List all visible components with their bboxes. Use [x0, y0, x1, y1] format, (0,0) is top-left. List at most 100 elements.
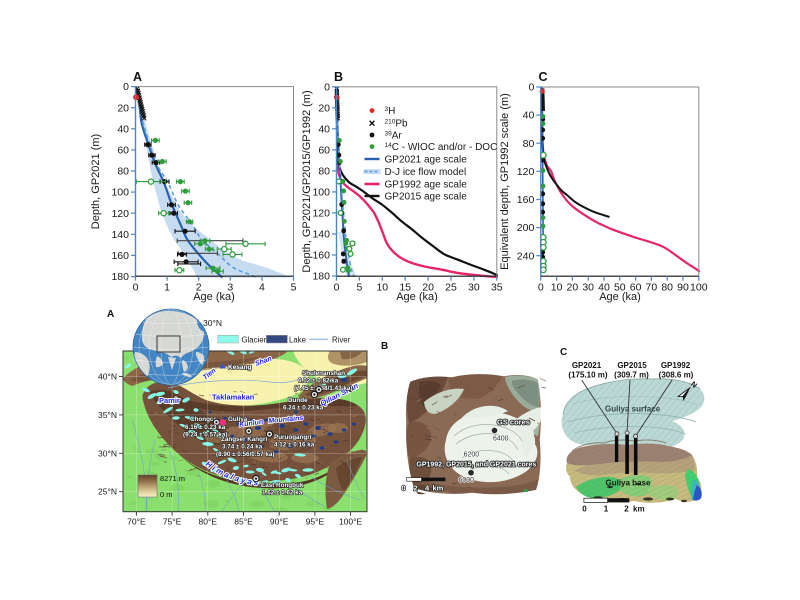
svg-text:Shulenanshan: Shulenanshan — [302, 370, 345, 377]
svg-text:Age (ka): Age (ka) — [396, 291, 438, 303]
svg-text:0: 0 — [133, 282, 139, 294]
svg-text:Guliya base: Guliya base — [606, 479, 651, 488]
svg-text:140: 140 — [111, 229, 129, 241]
svg-text:50: 50 — [614, 282, 626, 294]
svg-text:6.16 ± 0.23 ka: 6.16 ± 0.23 ka — [185, 424, 226, 431]
svg-text:East Rongbuk: East Rongbuk — [261, 482, 304, 489]
svg-text:Equivalent depth, GP1992 scale: Equivalent depth, GP1992 scale (m) — [499, 93, 511, 270]
svg-text:Kunlun: Kunlun — [239, 419, 264, 429]
svg-text:3: 3 — [227, 282, 233, 294]
svg-text:4.12 ± 0.16 ka: 4.12 ± 0.16 ka — [274, 442, 315, 449]
svg-text:River: River — [332, 335, 351, 344]
svg-text:(308.6 m): (308.6 m) — [659, 371, 694, 380]
svg-text:25°N: 25°N — [98, 487, 117, 497]
svg-text:160: 160 — [312, 250, 330, 262]
svg-text:0 m: 0 m — [160, 490, 173, 499]
svg-text:39Ar: 39Ar — [385, 130, 403, 141]
svg-text:(7.45 ± 1.38/1.43 ka): (7.45 ± 1.38/1.43 ka) — [294, 385, 352, 392]
svg-text:Guliya surface: Guliya surface — [605, 405, 661, 414]
svg-text:200: 200 — [517, 222, 535, 234]
svg-text:C: C — [539, 70, 548, 84]
svg-text:0: 0 — [538, 282, 544, 294]
svg-text:160: 160 — [111, 250, 129, 262]
svg-text:100: 100 — [111, 187, 129, 199]
svg-text:4: 4 — [425, 484, 430, 493]
svg-text:90: 90 — [677, 282, 689, 294]
svg-text:Zangser Kangri: Zangser Kangri — [221, 436, 267, 443]
svg-text:180: 180 — [312, 271, 330, 283]
svg-text:3.74 ± 0.24 ka: 3.74 ± 0.24 ka — [222, 444, 263, 451]
svg-text:4: 4 — [259, 282, 265, 294]
svg-text:120: 120 — [111, 208, 129, 220]
svg-text:B: B — [381, 341, 388, 352]
svg-text:Puruogangri: Puruogangri — [274, 434, 312, 441]
svg-text:Mountains: Mountains — [268, 415, 304, 425]
svg-text:(309.7 m): (309.7 m) — [614, 371, 649, 380]
svg-text:Dunde: Dunde — [288, 397, 308, 404]
svg-text:Depth, GP2021/GP2015/GP1992 (m: Depth, GP2021/GP2015/GP1992 (m) — [301, 90, 313, 272]
svg-text:80: 80 — [523, 138, 535, 150]
svg-text:GP1992 age scale: GP1992 age scale — [385, 180, 468, 191]
svg-text:GP2021: GP2021 — [572, 361, 602, 370]
svg-text:180: 180 — [111, 271, 129, 283]
svg-text:240: 240 — [517, 250, 535, 262]
svg-text:Glacier: Glacier — [242, 335, 267, 344]
svg-text:0: 0 — [402, 484, 406, 493]
svg-text:35°N: 35°N — [98, 410, 117, 420]
svg-text:Taklamakan: Taklamakan — [212, 393, 255, 402]
svg-text:2: 2 — [413, 484, 417, 493]
svg-text:40: 40 — [318, 123, 330, 135]
svg-text:GP2015: GP2015 — [617, 361, 647, 370]
svg-text:80: 80 — [661, 282, 673, 294]
svg-text:D-J ice flow model: D-J ice flow model — [385, 167, 467, 178]
svg-text:6400: 6400 — [493, 436, 509, 443]
svg-text:90°E: 90°E — [270, 517, 289, 527]
svg-text:95°E: 95°E — [306, 517, 325, 527]
svg-text:C: C — [560, 347, 567, 358]
svg-text:GP1992: GP1992 — [661, 361, 691, 370]
svg-text:20: 20 — [117, 102, 129, 114]
svg-text:5: 5 — [356, 282, 362, 294]
svg-text:A: A — [107, 309, 114, 320]
svg-text:60: 60 — [318, 145, 330, 157]
svg-text:210Pb: 210Pb — [385, 119, 409, 130]
svg-text:30°N: 30°N — [203, 318, 222, 328]
svg-text:6.24 ± 0.23 ka: 6.24 ± 0.23 ka — [283, 405, 324, 412]
svg-text:0: 0 — [123, 81, 129, 93]
svg-text:0: 0 — [324, 81, 330, 93]
svg-text:14C - WIOC and/or - DOC: 14C - WIOC and/or - DOC — [385, 142, 498, 153]
svg-text:GS cores: GS cores — [497, 418, 530, 427]
svg-text:70: 70 — [646, 282, 658, 294]
svg-text:GP2021 age scale: GP2021 age scale — [385, 155, 468, 166]
svg-text:100°E: 100°E — [339, 517, 363, 527]
svg-text:10: 10 — [376, 282, 388, 294]
svg-text:15: 15 — [399, 282, 411, 294]
svg-text:Age (ka): Age (ka) — [599, 291, 641, 303]
svg-text:40: 40 — [598, 282, 610, 294]
svg-text:100: 100 — [312, 187, 330, 199]
svg-text:Pamir: Pamir — [159, 396, 180, 405]
svg-text:35: 35 — [491, 282, 503, 294]
svg-text:GP1992, GP2015, and GP2021 cor: GP1992, GP2015, and GP2021 cores — [416, 462, 536, 469]
svg-text:Lake: Lake — [289, 335, 306, 344]
svg-text:40: 40 — [523, 110, 535, 122]
svg-text:Chongce: Chongce — [190, 416, 217, 423]
svg-text:60: 60 — [117, 145, 129, 157]
svg-text:0: 0 — [334, 282, 340, 294]
svg-text:8271 m: 8271 m — [160, 474, 185, 483]
svg-text:5: 5 — [291, 282, 297, 294]
svg-text:140: 140 — [312, 229, 330, 241]
svg-text:25: 25 — [445, 282, 457, 294]
svg-text:6200: 6200 — [464, 452, 480, 459]
svg-text:km: km — [433, 484, 444, 493]
svg-text:(8.90 ± 0.56/0.57 ka): (8.90 ± 0.56/0.57 ka) — [216, 451, 274, 458]
svg-text:70°E: 70°E — [127, 517, 146, 527]
svg-text:Depth, GP2021 (m): Depth, GP2021 (m) — [90, 134, 102, 229]
svg-text:GP2015 age scale: GP2015 age scale — [385, 192, 468, 203]
svg-text:Kesang: Kesang — [228, 364, 252, 371]
svg-text:20: 20 — [567, 282, 579, 294]
svg-text:(9.24 ± 0.57 ka): (9.24 ± 0.57 ka) — [183, 432, 227, 439]
svg-text:40: 40 — [117, 123, 129, 135]
svg-text:km: km — [633, 505, 645, 514]
svg-text:80: 80 — [318, 166, 330, 178]
